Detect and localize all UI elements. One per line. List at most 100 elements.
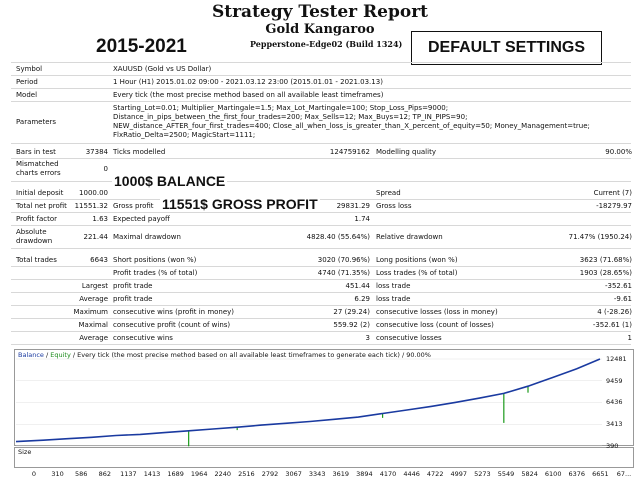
payoff-label: Expected payoff: [113, 215, 170, 223]
server-build: Pepperstone-Edge02 (Build 1324): [250, 39, 403, 49]
x-tick-label: 1137: [120, 470, 137, 478]
grossloss-label: Gross loss: [376, 202, 412, 210]
maximal-profit-label: consecutive profit (count of wins): [113, 321, 231, 329]
chart-legend: Balance / Equity / Every tick (the most …: [18, 351, 431, 359]
average-loss-value: -9.61: [613, 295, 632, 303]
parameters-line: Starting_Lot=0.01; Multiplier_Martingale…: [113, 104, 449, 112]
reldd-label: Relative drawdown: [376, 233, 443, 241]
avg-cons-label: Average: [79, 334, 108, 342]
pf-value: 1.63: [92, 215, 108, 223]
largest-profit-label: profit trade: [113, 282, 153, 290]
average-loss-label: loss trade: [376, 295, 411, 303]
legend-balance: Balance: [18, 351, 44, 359]
absdd-value: 221.44: [83, 233, 109, 241]
loss-trades-label: Loss trades (% of total): [376, 269, 458, 277]
mismatch-label: charts errors: [16, 169, 61, 177]
x-tick-label: 2792: [261, 470, 279, 478]
largest-label: Largest: [81, 282, 108, 290]
avg-cons-wins-label: consecutive wins: [113, 334, 173, 342]
loss-trades-value: 1903 (28.65%): [579, 269, 632, 277]
balance-annotation: 1000$ BALANCE: [112, 173, 228, 189]
x-tick-label: 4722: [426, 470, 444, 478]
y-tick-label: 3413: [606, 420, 623, 429]
parameters-label: Parameters: [16, 118, 57, 126]
maxdd-value: 4828.40 (55.64%): [306, 233, 370, 241]
quality-value: 90.00%: [605, 148, 632, 156]
mismatch-label: Mismatched: [16, 160, 59, 168]
parameters-line: Distance_in_pips_between_the_first_four_…: [113, 113, 468, 121]
divider: [11, 279, 631, 280]
avg-cons-wins-value: 3: [365, 334, 370, 342]
quality-label: Modelling quality: [376, 148, 436, 156]
divider: [11, 212, 631, 213]
x-tick-label: 67...: [616, 470, 632, 478]
bars-value: 37384: [85, 148, 108, 156]
parameters-line: FlxRatio_Delta=2500; MagicStart=1111;: [113, 131, 256, 139]
pf-label: Profit factor: [16, 215, 57, 223]
y-tick-label: 390: [606, 442, 619, 450]
largest-profit-value: 451.44: [345, 282, 371, 290]
y-tick-label: 6436: [606, 398, 623, 407]
divider: [11, 62, 631, 63]
max-losses-value: 4 (-28.26): [597, 308, 632, 316]
trades-label: Total trades: [16, 256, 57, 264]
x-tick-label: 3343: [308, 470, 326, 478]
divider: [11, 101, 631, 102]
x-tick-label: 586: [74, 470, 88, 478]
x-tick-label: 5824: [521, 470, 538, 478]
average-label: Average: [79, 295, 108, 303]
long-value: 3623 (71.68%): [579, 256, 632, 264]
grossprofit-value: 29831.29: [336, 202, 370, 210]
divider: [11, 331, 631, 332]
divider: [11, 305, 631, 306]
size-chart: [14, 447, 634, 468]
avg-cons-losses-value: 1: [627, 334, 632, 342]
max-wins-label: consecutive wins (profit in money): [113, 308, 235, 316]
netprofit-value: 11551.32: [74, 202, 108, 210]
maximal-label: Maximal: [78, 321, 108, 329]
divider: [11, 199, 631, 200]
symbol-value: XAUUSD (Gold vs US Dollar): [113, 65, 212, 73]
divider: [11, 344, 631, 345]
y-tick-label: 12481: [606, 355, 627, 363]
balance-chart: [14, 349, 634, 446]
report-title: Strategy Tester Report: [211, 2, 429, 22]
period-value: 1 Hour (H1) 2015.01.02 09:00 - 2021.03.1…: [113, 78, 383, 86]
reldd-value: 71.47% (1950.24): [568, 233, 632, 241]
divider: [11, 181, 631, 182]
maximum-label: Maximum: [73, 308, 109, 316]
deposit-label: Initial deposit: [16, 189, 64, 197]
spread-value: Current (7): [593, 189, 632, 197]
legend-separator: /: [43, 351, 51, 359]
ticks-label: Ticks modelled: [113, 148, 166, 156]
x-tick-label: 6651: [592, 470, 609, 478]
max-wins-value: 27 (29.24): [333, 308, 370, 316]
x-tick-label: 3067: [285, 470, 302, 478]
short-label: Short positions (won %): [113, 256, 197, 264]
model-value: Every tick (the most precise method base…: [113, 91, 384, 99]
divider: [11, 143, 631, 144]
trades-value: 6643: [90, 256, 108, 264]
short-value: 3020 (70.96%): [317, 256, 370, 264]
size-label: Size: [18, 448, 32, 456]
ticks-value: 124759162: [329, 148, 370, 156]
divider: [11, 248, 631, 249]
average-profit-label: profit trade: [113, 295, 153, 303]
parameters-line: NEW_distance_AFTER_four_first_trades=400…: [113, 122, 590, 130]
average-profit-value: 6.29: [354, 295, 370, 303]
gross-profit-annotation: 11551$ GROSS PROFIT: [160, 196, 320, 212]
bars-label: Bars in test: [16, 148, 56, 156]
divider: [11, 225, 631, 226]
x-tick-label: 6100: [544, 470, 562, 478]
avg-cons-losses-label: consecutive losses: [376, 334, 442, 342]
absdd-label: drawdown: [16, 237, 53, 245]
profit-trades-label: Profit trades (% of total): [113, 269, 198, 277]
balance-line: [15, 358, 601, 443]
x-tick-label: 0: [31, 470, 37, 478]
default-settings-badge: DEFAULT SETTINGS: [411, 31, 602, 65]
legend-equity: Equity: [50, 351, 71, 359]
long-label: Long positions (won %): [376, 256, 458, 264]
x-tick-label: 310: [51, 470, 64, 478]
grossprofit-label: Gross profit: [113, 202, 154, 210]
